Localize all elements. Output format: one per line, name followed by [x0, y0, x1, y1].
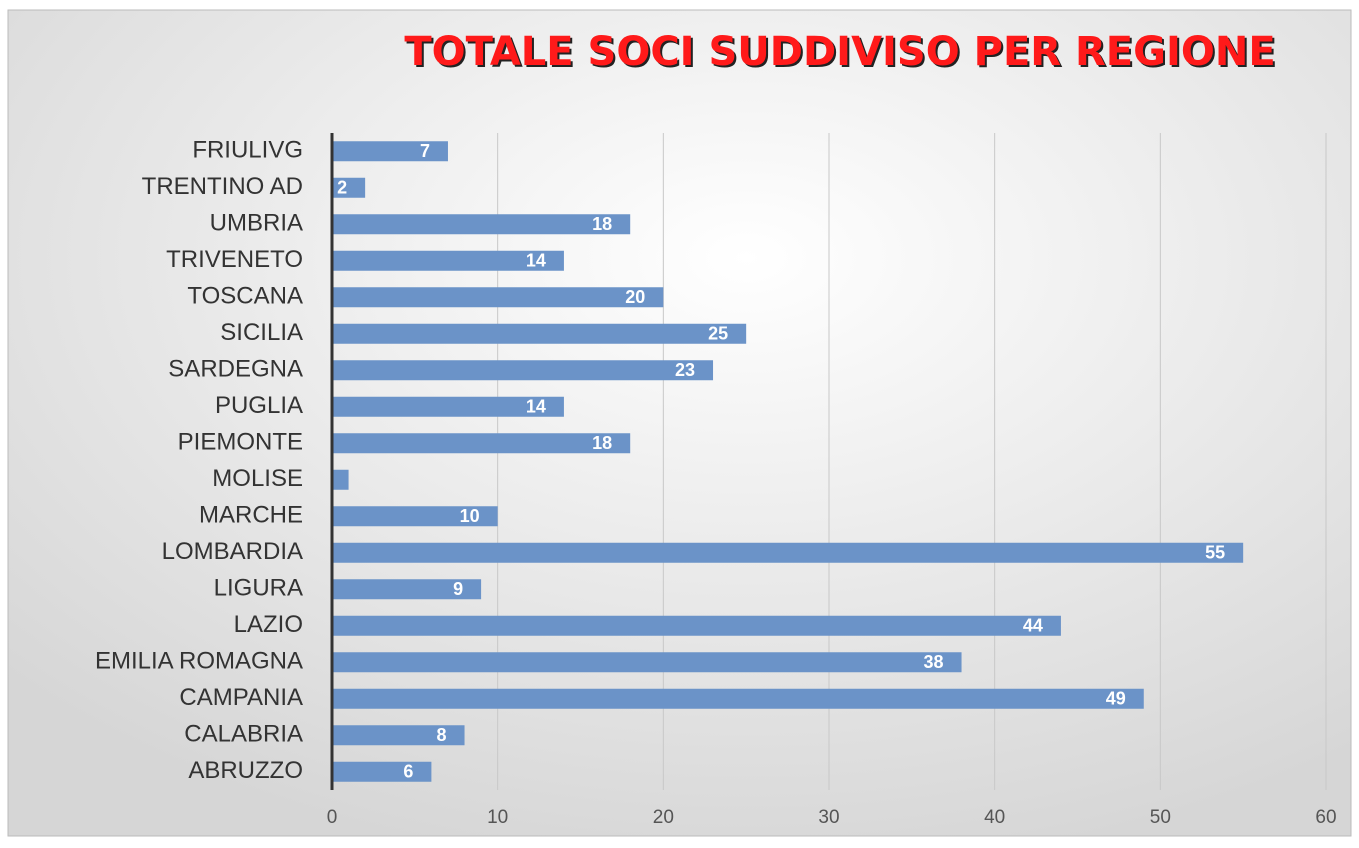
y-tick-label: CALABRIA — [184, 721, 303, 748]
y-tick-label: PIEMONTE — [178, 429, 303, 456]
bar — [332, 177, 366, 198]
y-tick-label: MOLISE — [212, 465, 303, 492]
x-tick-label: 40 — [984, 807, 1005, 828]
x-tick-label: 10 — [487, 807, 508, 828]
bar — [332, 141, 448, 162]
data-label: 23 — [675, 360, 695, 380]
data-label: 6 — [403, 762, 413, 782]
bar — [332, 360, 714, 381]
bar — [332, 287, 664, 308]
bar — [332, 615, 1061, 636]
bar — [332, 250, 564, 271]
data-label: 49 — [1106, 689, 1126, 709]
chart-title-shadow: TOTALE SOCI SUDDIVISO PER REGIONE — [406, 31, 1277, 77]
bar — [332, 506, 498, 527]
x-tick-label: 20 — [653, 807, 674, 828]
y-tick-label: EMILIA ROMAGNA — [95, 648, 303, 675]
x-tick-label: 50 — [1150, 807, 1171, 828]
data-label: 20 — [625, 287, 645, 307]
bar — [332, 688, 1144, 709]
y-tick-label: FRIULIVG — [192, 137, 303, 164]
data-label: 38 — [924, 652, 944, 672]
y-tick-label: ABRUZZO — [188, 757, 303, 784]
background — [7, 9, 1352, 837]
y-tick-label: LOMBARDIA — [162, 538, 303, 565]
y-tick-label: SARDEGNA — [168, 356, 303, 383]
data-label: 7 — [420, 141, 430, 161]
bar — [332, 579, 482, 600]
bar — [332, 761, 432, 782]
data-label: 14 — [526, 251, 546, 271]
bar — [332, 542, 1244, 563]
bar — [332, 433, 631, 454]
x-tick-label: 0 — [327, 807, 338, 828]
bar — [332, 396, 564, 417]
bar — [332, 725, 465, 746]
x-tick-label: 60 — [1315, 807, 1336, 828]
data-label: 10 — [460, 506, 480, 526]
y-tick-label: TOSCANA — [187, 283, 303, 310]
y-tick-label: PUGLIA — [215, 392, 303, 419]
y-tick-label: TRENTINO AD — [142, 173, 303, 200]
y-tick-label: MARCHE — [199, 502, 303, 529]
y-tick-label: UMBRIA — [210, 210, 303, 237]
data-label: 2 — [337, 178, 347, 198]
y-tick-label: TRIVENETO — [166, 246, 303, 273]
data-label: 18 — [592, 433, 612, 453]
bar — [332, 652, 962, 673]
data-label: 8 — [437, 725, 447, 745]
data-label: 55 — [1205, 543, 1225, 563]
bar — [332, 214, 631, 235]
y-tick-label: CAMPANIA — [179, 684, 303, 711]
data-label: 44 — [1023, 616, 1043, 636]
data-label: 25 — [708, 324, 728, 344]
data-label: 14 — [526, 397, 546, 417]
y-tick-label: LAZIO — [234, 611, 303, 638]
data-label: 18 — [592, 214, 612, 234]
y-tick-label: LIGURA — [214, 575, 303, 602]
bar — [332, 323, 747, 344]
x-tick-label: 30 — [818, 807, 839, 828]
data-label: 9 — [453, 579, 463, 599]
y-tick-label: SICILIA — [220, 319, 303, 346]
chart-title: TOTALE SOCI SUDDIVISO PER REGIONE — [404, 29, 1275, 75]
bar — [332, 469, 349, 490]
